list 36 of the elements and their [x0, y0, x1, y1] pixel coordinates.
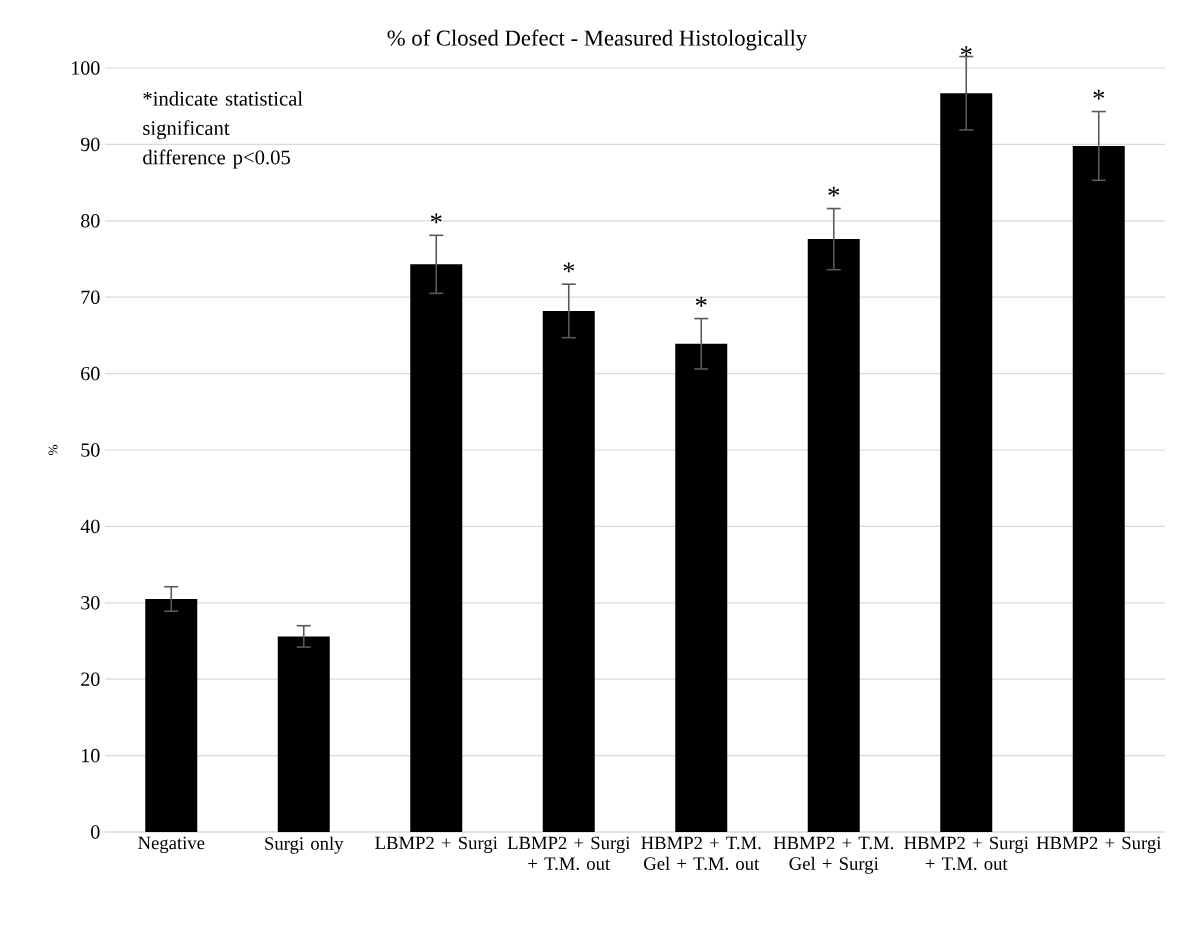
chart-title: % of Closed Defect - Measured Histologically: [387, 29, 808, 51]
y-axis-title: %: [48, 444, 58, 456]
x-tick-label: HBMP2 + T.M. Gel + T.M. out: [641, 836, 761, 870]
y-tick-label: 30: [81, 596, 100, 610]
x-tick-label: HBMP2 + Surgi + T.M. out: [904, 836, 1029, 870]
y-tick-label: 80: [81, 214, 100, 228]
y-tick-label: 20: [81, 672, 100, 686]
annotation: *: [960, 46, 972, 57]
y-tick-label: 50: [81, 443, 100, 457]
bar: [807, 239, 860, 832]
y-tick-label: 10: [82, 748, 100, 763]
annotation: *: [695, 296, 707, 307]
y-tick-label: 70: [81, 290, 100, 304]
x-tick-label: Surgi only: [265, 836, 344, 854]
bar: [277, 636, 330, 832]
y-tick-label: 90: [80, 137, 100, 152]
x-tick-label: HBMP2 + T.M. Gel + Surgi: [773, 836, 894, 874]
bar: [940, 93, 993, 832]
annotation: *: [1093, 89, 1105, 100]
bar: [675, 343, 728, 832]
x-tick-label: LBMP2 + Surgi: [375, 836, 498, 854]
bar: [1072, 145, 1125, 832]
bar: [542, 310, 595, 832]
y-tick-label: 60: [81, 366, 100, 381]
annotation: *: [430, 213, 442, 224]
bar: [145, 598, 198, 832]
y-tick-label: 0: [91, 825, 100, 839]
x-tick-label: Negative: [138, 836, 205, 854]
y-tick-label: 100: [72, 61, 100, 75]
x-tick-label: HBMP2 + Surgi: [1036, 836, 1162, 854]
annotation: *: [563, 262, 575, 273]
bar: [410, 264, 463, 832]
annotation: *indicate statistical significant difference p<0.05: [143, 91, 303, 169]
x-tick-label: LBMP2 + Surgi + T.M. out: [507, 836, 631, 870]
y-tick-label: 40: [80, 519, 100, 534]
annotation: *: [828, 186, 840, 197]
